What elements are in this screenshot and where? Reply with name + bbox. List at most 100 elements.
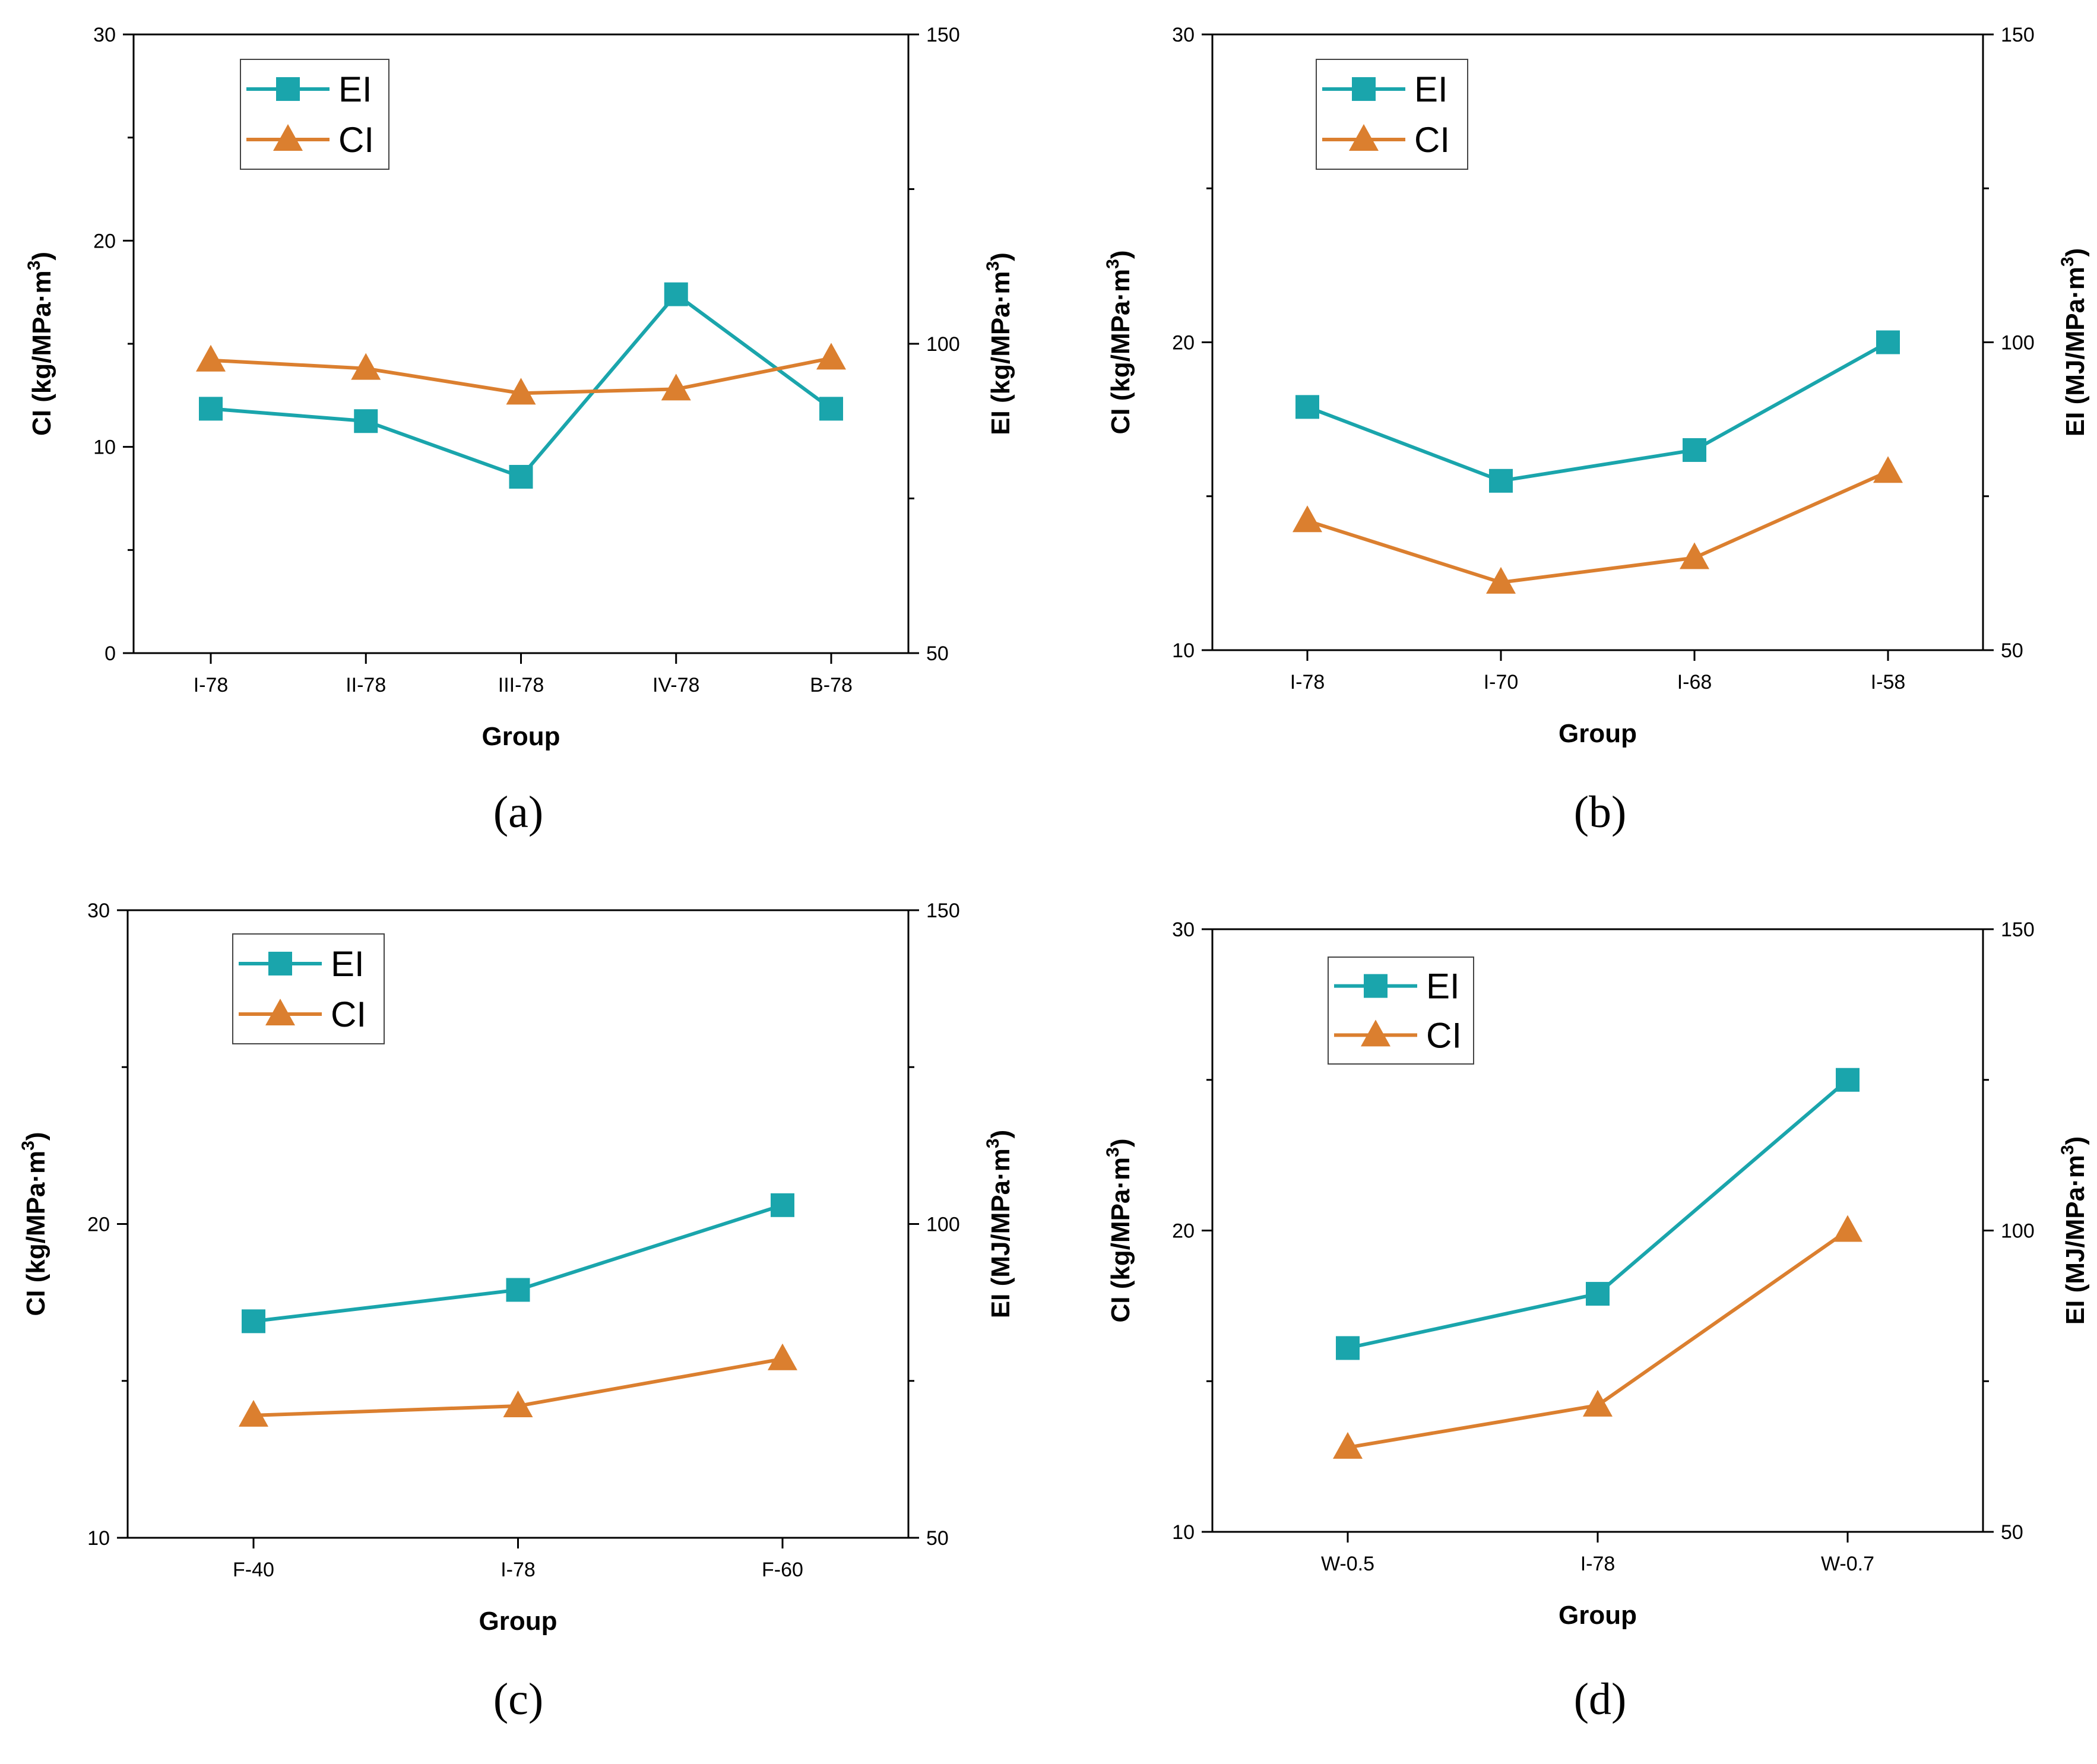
right-y-title-close: ) (986, 252, 1015, 261)
data-point-ci (1583, 1389, 1613, 1417)
right-y-title-close: ) (986, 1130, 1015, 1139)
right-tick-label: 50 (2001, 1521, 2023, 1544)
right-tick-label: 50 (2001, 639, 2023, 662)
legend-marker-ci (1361, 1019, 1390, 1047)
left-tick-label: 30 (1172, 24, 1195, 46)
legend: EI CI (1316, 59, 1468, 170)
left-y-title-main: CI (kg/MPa·m (27, 270, 56, 436)
right-tick-label: 100 (2001, 1220, 2035, 1243)
right-y-title-sup: 3 (2058, 256, 2077, 267)
left-tick-label: 10 (93, 436, 116, 459)
data-point-ci (1293, 505, 1322, 533)
data-point-ei (771, 1193, 794, 1217)
series-line-ei (1347, 1078, 1849, 1350)
data-point-ei (664, 282, 688, 306)
right-y-axis-title: EI (MJ/MPa·m3) (983, 1130, 1015, 1318)
series-ci (196, 343, 846, 405)
panel-label: (b) (1574, 787, 1627, 837)
left-y-title-main: CI (kg/MPa·m (21, 1151, 50, 1316)
right-y-title-sup: 3 (983, 1138, 1003, 1148)
left-y-title-close: ) (1106, 1138, 1135, 1147)
x-tick-label: I-70 (1484, 671, 1519, 693)
x-axis-title: Group (482, 722, 560, 751)
legend-label-ci: CI (331, 995, 366, 1034)
data-point-ei (819, 397, 843, 421)
x-tick-label: F-60 (762, 1559, 803, 1581)
data-point-ci (506, 378, 536, 405)
right-tick-label: 100 (926, 1214, 960, 1236)
panel-label: (c) (493, 1674, 543, 1724)
left-tick-label: 10 (1172, 1521, 1195, 1544)
x-tick-label: W-0.5 (1321, 1553, 1374, 1575)
right-tick-label: 150 (2001, 24, 2035, 46)
left-y-axis-title: CI (kg/MPa·m3) (18, 1132, 50, 1316)
right-y-title-sup: 3 (983, 261, 1003, 271)
x-tick-label: I-78 (194, 674, 229, 696)
x-tick-label: I-78 (501, 1559, 536, 1581)
data-point-ci (1873, 456, 1903, 483)
left-y-title-main: CI (kg/MPa·m (1106, 1157, 1135, 1323)
legend-box (232, 933, 385, 1044)
panel-b: 10 20 30 50 100 150 I-78 I-70 I-68 I-58 Group CI (k… (1103, 24, 2090, 837)
left-tick-label: 10 (87, 1527, 110, 1550)
right-tick-label: 50 (926, 1527, 949, 1550)
legend-marker-ei (1352, 77, 1376, 101)
data-point-ei (354, 409, 378, 433)
panel-a: 0 10 20 30 50 100 150 I-78 II-78 III-78 IV-78 B-78 G… (24, 24, 1015, 837)
data-point-ei (506, 1278, 530, 1302)
legend-box (1316, 59, 1468, 170)
left-y-title-sup: 3 (1103, 1147, 1123, 1157)
series-ci (1333, 1215, 1862, 1459)
x-tick-label: B-78 (810, 674, 853, 696)
data-point-ci (1833, 1215, 1862, 1242)
series-ei (1295, 330, 1900, 493)
left-y-title-close: ) (1106, 250, 1135, 259)
right-y-title-main: EI (MJ/MPa·m (986, 1148, 1015, 1318)
series-line-ci (1307, 470, 1889, 584)
data-point-ei (1336, 1336, 1360, 1360)
legend-label-ei: EI (1426, 967, 1460, 1006)
legend: EI CI (240, 59, 389, 170)
legend-marker-ci (265, 999, 295, 1026)
series-ci (239, 1343, 797, 1427)
left-y-title-sup: 3 (18, 1141, 38, 1151)
data-point-ci (661, 373, 691, 401)
x-tick-label: W-0.7 (1821, 1553, 1874, 1575)
right-tick-label: 150 (926, 900, 960, 922)
x-tick-label: I-78 (1580, 1553, 1615, 1575)
data-point-ci (816, 343, 846, 370)
legend-box (240, 59, 389, 170)
data-point-ci (239, 1399, 268, 1427)
x-tick-label: IV-78 (652, 674, 699, 696)
panel-c: 10 20 30 50 100 150 F-40 I-78 F-60 Group CI (kg/MP… (18, 900, 1015, 1724)
series-ei (199, 282, 843, 489)
x-axis-title: Group (479, 1607, 557, 1636)
left-y-axis-title: CI (kg/MPa·m3) (1103, 1138, 1135, 1322)
right-tick-label: 50 (926, 642, 949, 665)
data-point-ci (768, 1343, 797, 1370)
legend-label-ci: CI (1414, 120, 1450, 160)
right-y-title-close: ) (2061, 1136, 2090, 1145)
right-y-axis-title: EI (MJ/MPa·m3) (2058, 248, 2090, 436)
x-tick-label: I-58 (1871, 671, 1906, 693)
data-point-ci (196, 344, 226, 372)
left-y-title-sup: 3 (24, 261, 44, 271)
left-y-axis-title: CI (kg/MPa·m3) (1103, 250, 1135, 434)
panel-label: (d) (1574, 1674, 1627, 1724)
left-y-title-close: ) (27, 252, 56, 261)
right-y-title-main: EI (kg/MPa·m (986, 271, 1015, 435)
left-tick-label: 30 (87, 900, 110, 922)
data-point-ci (1333, 1432, 1363, 1459)
panel-label: (a) (493, 787, 543, 837)
legend-marker-ei (1364, 974, 1388, 998)
x-tick-label: F-40 (233, 1559, 274, 1581)
legend: EI CI (1328, 957, 1474, 1065)
series-line-ei (253, 1203, 783, 1323)
right-tick-label: 100 (2001, 332, 2035, 354)
legend-marker-ei (276, 77, 300, 101)
series-ci (1293, 456, 1903, 594)
legend-label-ci: CI (338, 120, 374, 160)
right-y-title-main: EI (MJ/MPa·m (2061, 1155, 2090, 1325)
data-point-ei (509, 465, 533, 489)
